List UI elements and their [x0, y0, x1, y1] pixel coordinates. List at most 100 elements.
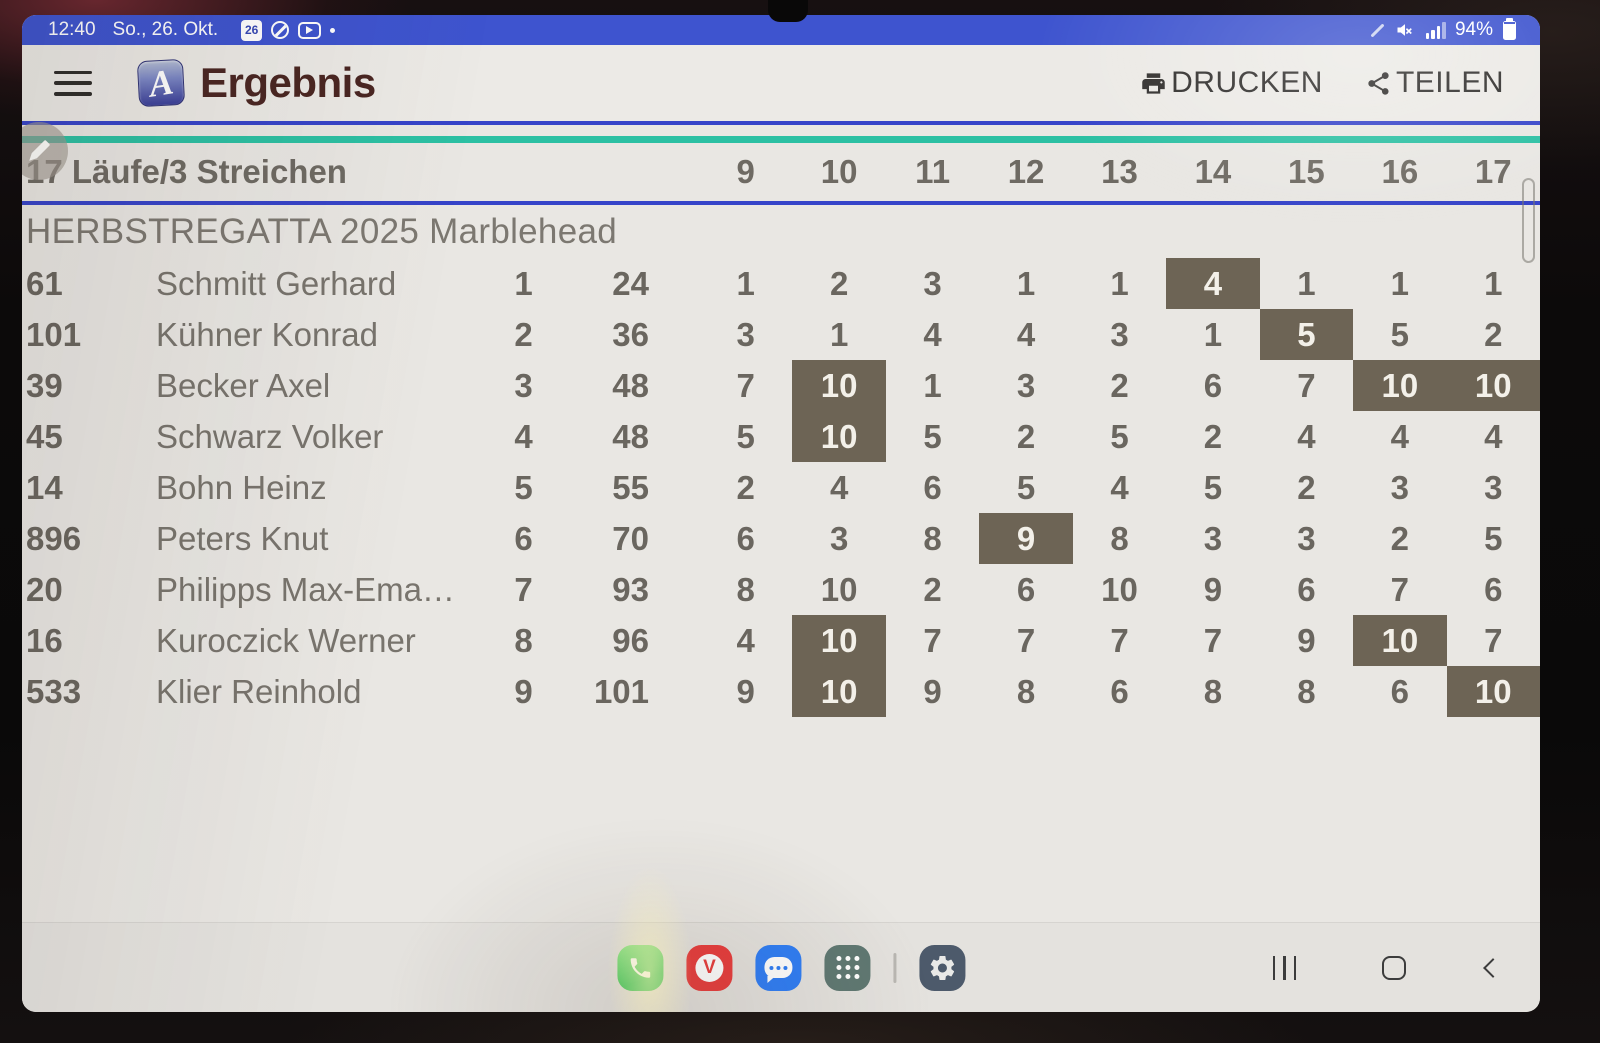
race-result-cell: 1 [923, 367, 942, 404]
race-result-cell: 1 [1484, 265, 1503, 302]
settings-app-icon[interactable] [919, 944, 966, 991]
print-button[interactable]: DRUCKEN [1140, 66, 1323, 100]
race-column-header: 12 [1007, 153, 1045, 190]
table-row[interactable]: 896 Peters Knut 6 70 6 3 8 9 8 3 3 2 5 [22, 513, 1540, 564]
competitor-name: Klier Reinhold [156, 672, 362, 710]
app-bar: A Ergebnis DRUCKEN TEILEN [22, 45, 1540, 121]
race-result-cell: 10 [792, 666, 886, 717]
race-result-cell: 5 [1259, 309, 1354, 360]
vivaldi-browser-app-icon[interactable]: V [686, 944, 733, 991]
race-result-cell: 8 [1203, 673, 1223, 710]
race-result-cell: 6 [736, 520, 755, 557]
race-result-cell: 3 [736, 316, 755, 353]
race-result-cell: 10 [792, 360, 886, 411]
race-result-cell: 2 [923, 571, 942, 608]
phone-app-icon[interactable] [617, 944, 664, 991]
recents-button[interactable] [1267, 950, 1303, 986]
scrollbar[interactable] [1522, 178, 1535, 263]
menu-button[interactable] [54, 70, 92, 96]
camera-notch [768, 0, 808, 22]
date: So., 26. Okt. [112, 19, 219, 40]
race-result-cell: 3 [1297, 520, 1316, 557]
race-result-cell: 4 [1297, 418, 1316, 455]
table-row[interactable]: 14 Bohn Heinz 5 55 2 4 6 5 4 5 2 3 3 [22, 462, 1540, 513]
app-bar-actions: DRUCKEN TEILEN [1140, 66, 1504, 100]
series-summary: 17 Läufe/3 Streichen [26, 153, 347, 190]
sail-number: 14 [26, 468, 63, 506]
sail-number: 533 [26, 672, 82, 710]
race-result-cell: 3 [1110, 316, 1129, 353]
share-button[interactable]: TEILEN [1365, 66, 1504, 100]
race-result-cell: 6 [1110, 673, 1129, 710]
rank: 1 [514, 264, 533, 302]
race-result-cell: 5 [1484, 520, 1503, 557]
navigation-buttons [1267, 923, 1503, 1012]
race-column-header: 15 [1288, 153, 1325, 190]
race-result-cell: 7 [923, 622, 942, 659]
race-result-cell: 1 [1203, 316, 1223, 353]
results-header-row: 17 Läufe/3 Streichen 9 10 11 12 13 14 15 16 17 [22, 143, 1540, 205]
battery-icon [1503, 17, 1516, 40]
header-divider-teal [22, 136, 1540, 143]
sound-muted-icon [1397, 24, 1412, 36]
app-drawer-icon[interactable] [824, 944, 871, 991]
race-result-cell: 10 [1446, 666, 1540, 717]
race-result-cell: 6 [1016, 571, 1036, 608]
table-row[interactable]: 61 Schmitt Gerhard 1 24 1 2 3 1 1 4 1 1 1 [22, 258, 1540, 309]
competitor-name: Schwarz Volker [156, 417, 384, 455]
race-result-cell: 10 [1101, 571, 1138, 608]
race-result-cell: 8 [923, 520, 942, 557]
printer-icon [1142, 72, 1165, 94]
race-result-cell: 7 [1016, 622, 1036, 659]
race-result-cell: 3 [923, 265, 942, 302]
competitor-name: Peters Knut [156, 519, 329, 557]
competitor-name: Schmitt Gerhard [156, 264, 397, 302]
rank: 2 [514, 315, 533, 353]
race-result-cell: 9 [1297, 622, 1316, 659]
total-points: 48 [612, 417, 649, 455]
messages-app-icon[interactable] [755, 944, 802, 991]
race-result-cell: 10 [1446, 360, 1540, 411]
race-result-cell: 4 [736, 622, 755, 659]
rank: 4 [514, 417, 533, 455]
race-result-cell: 6 [1297, 571, 1316, 608]
sail-number: 20 [26, 570, 63, 608]
race-result-cell: 7 [1203, 622, 1223, 659]
race-result-cell: 1 [736, 265, 755, 302]
race-result-cell: 2 [1203, 418, 1223, 455]
print-button-label: DRUCKEN [1171, 66, 1323, 99]
chat-bubble-icon [764, 957, 793, 983]
taskbar-separator [893, 952, 897, 983]
race-result-cell: 10 [1353, 360, 1447, 411]
race-result-cell: 7 [1297, 367, 1316, 404]
table-row[interactable]: 39 Becker Axel 3 48 7 10 1 3 2 6 7 10 10 [22, 360, 1540, 411]
signal-strength-icon [1425, 21, 1446, 39]
sail-number: 45 [26, 417, 63, 455]
race-result-cell: 4 [1016, 316, 1036, 353]
race-result-cell: 7 [1110, 622, 1129, 659]
total-points: 48 [612, 366, 649, 404]
table-row[interactable]: 20 Philipps Max-Ema… 7 93 8 10 2 6 10 9 6 7 6 [22, 564, 1540, 615]
race-result-cell: 2 [1016, 418, 1036, 455]
race-result-cell: 1 [1110, 265, 1129, 302]
table-row[interactable]: 16 Kuroczick Werner 8 96 4 10 7 7 7 7 9 10 7 [22, 615, 1540, 666]
table-row[interactable]: 101 Kühner Konrad 2 36 3 1 4 4 3 1 5 5 2 [22, 309, 1540, 360]
battery-level-text: 94% [1454, 19, 1493, 40]
back-button[interactable] [1483, 957, 1503, 978]
results-table-body: 61 Schmitt Gerhard 1 24 1 2 3 1 1 4 1 1 1 101 Kühner K… [22, 258, 1540, 717]
race-result-cell: 2 [1110, 367, 1129, 404]
race-result-cell: 10 [792, 615, 886, 666]
table-row[interactable]: 533 Klier Reinhold 9 101 9 10 9 8 6 8 8 6 10 [22, 666, 1540, 717]
race-result-cell: 2 [736, 469, 755, 506]
race-result-cell: 9 [1203, 571, 1223, 608]
race-result-cell: 3 [829, 520, 849, 557]
home-button[interactable] [1382, 955, 1406, 980]
table-row[interactable]: 45 Schwarz Volker 4 48 5 10 5 2 5 2 4 4 4 [22, 411, 1540, 462]
race-result-cell: 5 [1390, 316, 1409, 353]
race-result-cell: 2 [829, 265, 849, 302]
page-title: Ergebnis [200, 59, 376, 106]
race-result-cell: 8 [736, 571, 755, 608]
competitor-name: Philipps Max-Ema… [156, 570, 455, 608]
tablet-screen: 12:40 So., 26. Okt. 26 94% [22, 15, 1540, 1012]
race-column-header: 10 [820, 153, 858, 190]
